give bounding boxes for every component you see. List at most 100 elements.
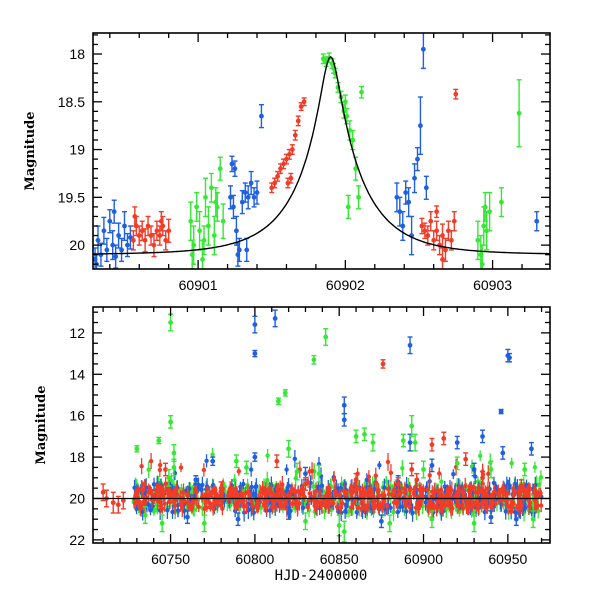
x-tick-label: 60901 — [179, 277, 218, 293]
top-green-data-point — [359, 85, 365, 99]
blue-cloud-point — [196, 481, 201, 492]
bottom-red-data-point — [414, 472, 420, 487]
green-cloud-point — [509, 457, 514, 469]
bottom-red-data-point — [380, 359, 386, 369]
top-red-data-point — [453, 88, 459, 100]
bottom-red-data-point — [120, 491, 126, 510]
top-green-data-point — [479, 244, 485, 269]
x-tick-label: 60950 — [488, 551, 527, 567]
top-green-data-point — [194, 191, 200, 222]
blue-cloud-point — [253, 482, 258, 492]
red-cloud-point — [262, 497, 267, 510]
top-red-data-point — [148, 225, 154, 246]
top-red-data-point — [419, 217, 425, 235]
red-cloud-point — [511, 498, 516, 509]
red-cloud-point — [358, 487, 363, 505]
bottom-green-data-point — [488, 460, 494, 479]
red-cloud-point — [368, 488, 374, 500]
top-green-data-point — [197, 210, 203, 251]
top-red-data-point — [434, 205, 440, 219]
bottom-blue-data-point — [488, 510, 494, 525]
top-blue-data-point — [420, 33, 426, 70]
bottom-blue-data-point — [286, 506, 292, 520]
top-blue-data-point — [110, 230, 116, 261]
top-green-data-point — [475, 220, 481, 261]
top-blue-data-point — [107, 209, 113, 234]
top-red-data-point — [154, 220, 160, 242]
red-cloud-point — [313, 482, 319, 500]
bottom-blue-data-point — [407, 336, 413, 355]
red-cloud-point — [373, 500, 378, 511]
blue-cloud-point — [285, 481, 290, 494]
bottom-panel-light-curve: 60750 60800 60850 60900 60950 12 14 16 18 20 22 M… — [34, 306, 551, 584]
green-cloud-point — [384, 475, 389, 488]
x-tick-label: 60903 — [473, 277, 512, 293]
top-red-data-point — [431, 230, 437, 251]
top-green-data-point — [220, 203, 226, 240]
red-cloud-point — [438, 485, 444, 495]
red-cloud-point — [527, 493, 533, 512]
red-cloud-point — [168, 489, 173, 500]
bottom-green-data-point — [421, 460, 427, 479]
red-cloud-point — [516, 495, 522, 511]
top-blue-data-point — [239, 189, 245, 215]
bottom-green-data-point — [159, 514, 165, 533]
red-cloud-point — [233, 481, 238, 501]
top-green-data-point — [356, 185, 362, 210]
red-cloud-point — [141, 495, 146, 508]
red-cloud-point — [440, 496, 446, 514]
red-cloud-point — [276, 494, 281, 507]
red-cloud-point — [476, 500, 481, 516]
y-tick-label: 16 — [69, 408, 85, 424]
red-cloud-point — [447, 484, 453, 500]
red-cloud-point — [384, 497, 390, 515]
green-cloud-point — [146, 461, 151, 479]
bottom-blue-data-point — [471, 462, 477, 477]
bottom-red-data-point — [463, 452, 469, 467]
top-green-data-point — [345, 194, 351, 220]
red-cloud-point — [185, 485, 190, 503]
red-cloud-point — [235, 501, 241, 511]
bottom-green-data-point — [429, 510, 435, 529]
top-x-tick-labels: 60901 60902 60903 — [179, 277, 513, 293]
bottom-green-data-point — [454, 456, 460, 471]
red-cloud-point — [355, 502, 360, 513]
bottom-blue-data-point — [210, 456, 216, 467]
bottom-green-data-point — [168, 313, 174, 332]
red-cloud-point — [138, 500, 143, 517]
top-red-data-point — [166, 218, 172, 243]
top-y-axis-label: Magnitude — [23, 111, 38, 190]
top-data-points — [92, 33, 540, 270]
bottom-red-data-point — [395, 477, 401, 491]
red-cloud-point — [427, 467, 432, 484]
red-cloud-point — [263, 481, 269, 499]
bottom-blue-data-point — [429, 458, 435, 473]
red-cloud-point — [385, 483, 391, 495]
red-cloud-point — [317, 487, 323, 499]
red-cloud-point — [538, 487, 543, 500]
red-cloud-point — [469, 494, 475, 513]
top-blue-data-point — [104, 237, 110, 263]
top-red-data-point — [422, 222, 428, 240]
red-cloud-point — [209, 487, 215, 498]
bottom-blue-data-point — [507, 352, 513, 363]
bottom-plot-frame — [92, 306, 551, 544]
top-blue-data-point — [245, 185, 251, 210]
blue-cloud-point — [151, 477, 157, 492]
bottom-blue-data-point — [500, 446, 506, 460]
red-cloud-point — [203, 486, 208, 502]
top-red-data-point — [288, 172, 294, 184]
bottom-green-data-point — [409, 414, 415, 438]
bottom-green-data-point — [134, 445, 140, 453]
bottom-green-data-point — [156, 436, 162, 445]
top-red-data-point — [286, 148, 292, 160]
bottom-x-tick-labels: 60750 60800 60850 60900 60950 — [151, 551, 527, 567]
red-cloud-point — [390, 489, 395, 499]
red-cloud-point — [204, 503, 210, 512]
red-cloud-point — [190, 497, 195, 510]
top-blue-data-point — [244, 237, 250, 263]
bottom-red-data-point — [441, 431, 447, 446]
top-blue-data-point — [113, 244, 119, 269]
bottom-green-data-point — [302, 512, 308, 531]
bottom-green-data-point — [341, 520, 347, 543]
